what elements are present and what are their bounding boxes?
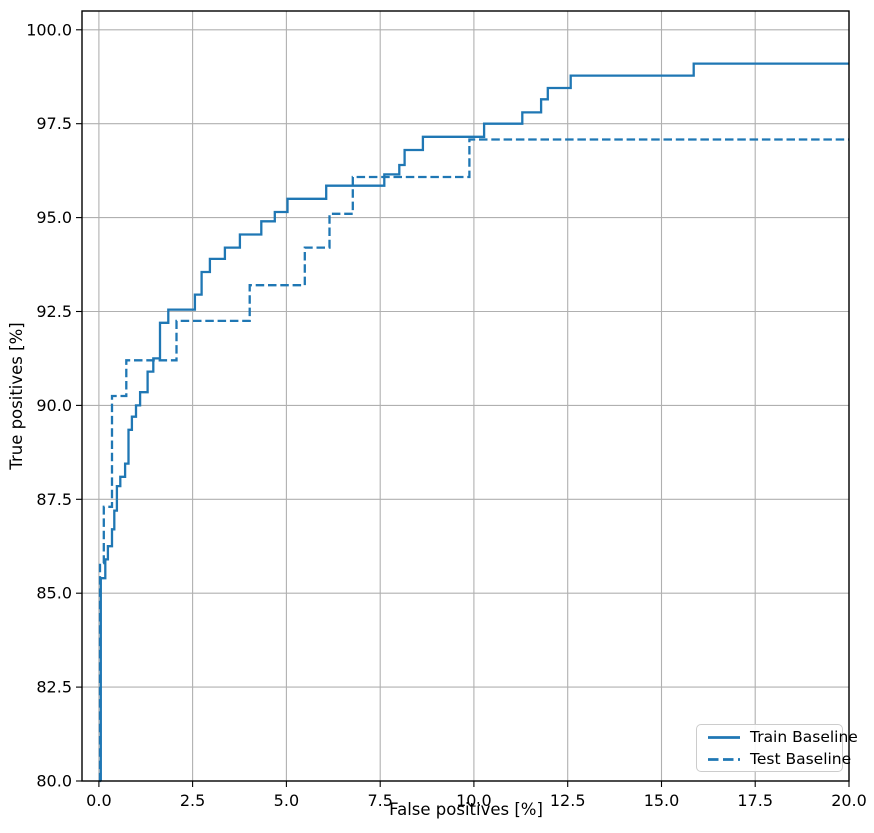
y-axis-label: True positives [%] [7,322,26,470]
y-tick-label: 92.5 [36,302,72,321]
x-tick-label: 15.0 [644,791,680,810]
x-axis-label: False positives [%] [389,800,543,819]
y-tick-label: 90.0 [36,396,72,415]
legend-label-train: Train Baseline [750,727,858,746]
legend-entry-train: Train Baseline [707,728,858,746]
x-tick-label: 12.5 [550,791,586,810]
legend-entry-test: Test Baseline [707,750,851,768]
y-tick-label: 82.5 [36,678,72,697]
y-tick-label: 100.0 [26,20,72,39]
train-line-sample [708,735,740,739]
x-tick-label: 10.0 [456,791,492,810]
x-tick-label: 0.0 [86,791,111,810]
x-tick-label: 5.0 [274,791,299,810]
legend-label-test: Test Baseline [750,749,852,768]
y-tick-label: 80.0 [36,772,72,791]
legend: Train Baseline Test Baseline [696,724,858,772]
y-tick-label: 97.5 [36,114,72,133]
x-tick-label: 7.5 [367,791,392,810]
plot-border [81,10,850,782]
test-baseline-curve [98,138,849,783]
y-tick-label: 95.0 [36,208,72,227]
x-tick-label: 20.0 [831,791,867,810]
x-tick-label: 17.5 [737,791,773,810]
train-baseline-curve [99,62,849,781]
x-tick-label: 2.5 [180,791,205,810]
y-tick-label: 87.5 [36,490,72,509]
test-line-sample [708,757,740,761]
y-tick-label: 85.0 [36,584,72,603]
